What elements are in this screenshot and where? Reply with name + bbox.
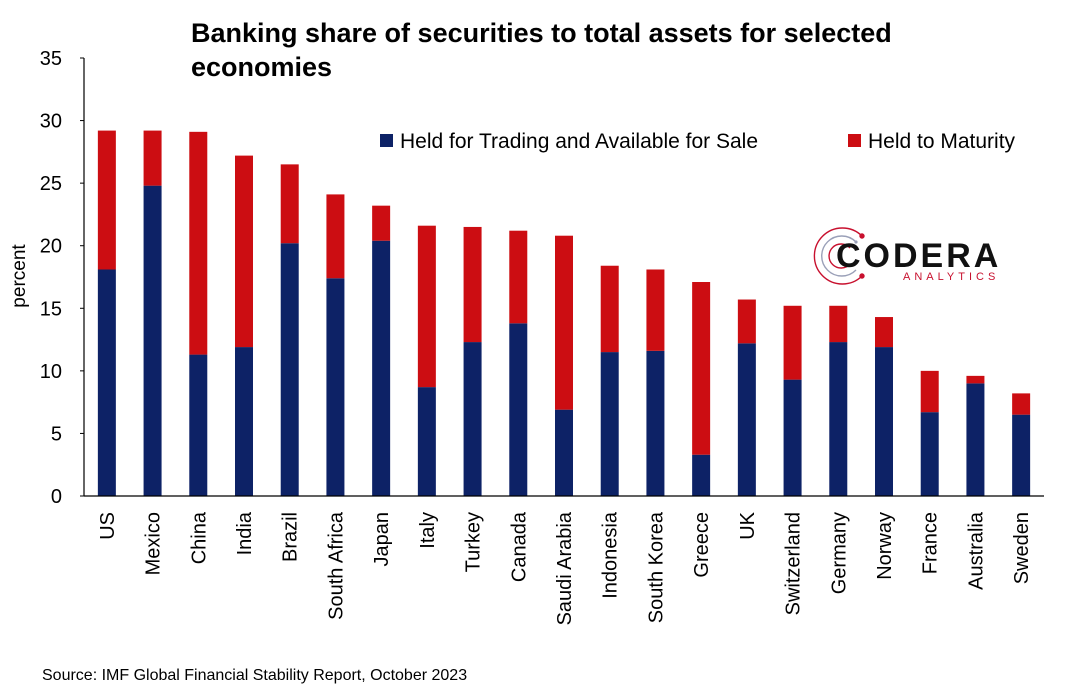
bar-held-to-maturity bbox=[646, 269, 665, 351]
bar-trading-afs bbox=[326, 278, 345, 496]
bar-trading-afs bbox=[692, 454, 711, 496]
source-note: Source: IMF Global Financial Stability R… bbox=[42, 667, 468, 684]
bar-held-to-maturity bbox=[1012, 393, 1031, 415]
bar-held-to-maturity bbox=[829, 305, 848, 343]
y-tick-label: 5 bbox=[51, 423, 62, 445]
legend: Held for Trading and Available for Sale … bbox=[380, 130, 1016, 153]
bar-trading-afs bbox=[463, 342, 482, 496]
x-tick-label: South Africa bbox=[325, 511, 347, 620]
y-tick-label: 35 bbox=[40, 48, 62, 70]
bar-trading-afs bbox=[555, 409, 573, 496]
bar-held-to-maturity bbox=[189, 131, 208, 355]
bar-trading-afs bbox=[1012, 414, 1031, 496]
x-tick-label: India bbox=[234, 511, 256, 555]
bar-trading-afs bbox=[372, 240, 391, 496]
bar-held-to-maturity bbox=[372, 205, 391, 241]
bar-trading-afs bbox=[509, 323, 528, 496]
bar-held-to-maturity bbox=[463, 226, 482, 343]
bar-trading-afs bbox=[783, 379, 802, 496]
legend-swatch-1 bbox=[848, 134, 861, 147]
bar-held-to-maturity bbox=[875, 317, 893, 348]
bar-trading-afs bbox=[280, 243, 299, 496]
logo-sub: ANALYTICS bbox=[903, 271, 999, 283]
x-tick-label: Australia bbox=[965, 511, 987, 590]
bar-trading-afs bbox=[97, 269, 116, 496]
x-tick-label: Brazil bbox=[280, 512, 302, 562]
y-tick-label: 15 bbox=[40, 298, 62, 320]
y-tick-label: 30 bbox=[40, 111, 62, 133]
bar-trading-afs bbox=[966, 383, 985, 496]
bar-trading-afs bbox=[189, 354, 208, 496]
x-tick-label: Saudi Arabia bbox=[554, 511, 576, 625]
bar-held-to-maturity bbox=[509, 230, 528, 324]
bar-held-to-maturity bbox=[326, 194, 345, 279]
y-axis-title: percent bbox=[9, 244, 30, 308]
x-tick-label: Canada bbox=[508, 511, 530, 582]
codera-logo: CODERA ANALYTICS bbox=[813, 227, 1001, 285]
x-tick-label: Greece bbox=[691, 512, 713, 578]
bar-trading-afs bbox=[235, 347, 253, 496]
x-tick-label: US bbox=[97, 512, 119, 540]
bar-held-to-maturity bbox=[966, 375, 985, 384]
chart-title: Banking share of securities to total ass… bbox=[191, 18, 892, 82]
x-tick-label: South Korea bbox=[645, 511, 667, 623]
bar-trading-afs bbox=[143, 185, 162, 496]
bar-trading-afs bbox=[600, 352, 619, 496]
x-tick-label: Mexico bbox=[143, 512, 165, 575]
bar-held-to-maturity bbox=[555, 235, 573, 410]
bar-trading-afs bbox=[875, 347, 893, 496]
x-tick-label: UK bbox=[737, 511, 759, 539]
logo-circuit-icon bbox=[813, 227, 865, 285]
legend-label-1: Held to Maturity bbox=[868, 130, 1016, 153]
logo-word: CODERA bbox=[836, 237, 1001, 275]
bar-trading-afs bbox=[829, 342, 848, 496]
x-tick-label: Sweden bbox=[1011, 512, 1033, 584]
bar-held-to-maturity bbox=[783, 305, 802, 380]
legend-label-0: Held for Trading and Available for Sale bbox=[400, 130, 758, 153]
x-tick-label: Switzerland bbox=[783, 512, 805, 615]
bar-held-to-maturity bbox=[235, 155, 253, 348]
legend-swatch-0 bbox=[380, 134, 393, 147]
bar-held-to-maturity bbox=[143, 130, 162, 186]
y-tick-label: 25 bbox=[40, 173, 62, 195]
x-tick-label: Japan bbox=[371, 512, 393, 567]
bar-held-to-maturity bbox=[280, 164, 299, 244]
bar-trading-afs bbox=[737, 343, 756, 496]
x-axis: US Mexico China India Brazil South Africa Japa… bbox=[97, 511, 1033, 625]
x-tick-label: Turkey bbox=[463, 512, 485, 572]
bar-trading-afs bbox=[646, 350, 665, 496]
bar-held-to-maturity bbox=[97, 130, 116, 270]
x-tick-label: Indonesia bbox=[600, 511, 622, 599]
bar-trading-afs bbox=[920, 412, 939, 496]
x-tick-label: Italy bbox=[417, 512, 439, 549]
x-tick-label: China bbox=[188, 511, 210, 564]
bar-trading-afs bbox=[417, 387, 436, 496]
y-tick-label: 20 bbox=[40, 236, 62, 258]
bar-held-to-maturity bbox=[600, 265, 619, 353]
y-axis: 0 5 10 15 20 25 30 35 bbox=[40, 48, 84, 508]
x-tick-label: France bbox=[920, 512, 942, 574]
bar-held-to-maturity bbox=[692, 282, 711, 455]
x-tick-label: Germany bbox=[828, 512, 850, 594]
y-tick-label: 10 bbox=[40, 361, 62, 383]
bars bbox=[97, 130, 1031, 496]
bar-held-to-maturity bbox=[920, 370, 939, 413]
bar-held-to-maturity bbox=[417, 225, 436, 388]
bar-held-to-maturity bbox=[737, 299, 756, 344]
x-tick-label: Norway bbox=[874, 512, 896, 580]
y-tick-label: 0 bbox=[51, 486, 62, 508]
